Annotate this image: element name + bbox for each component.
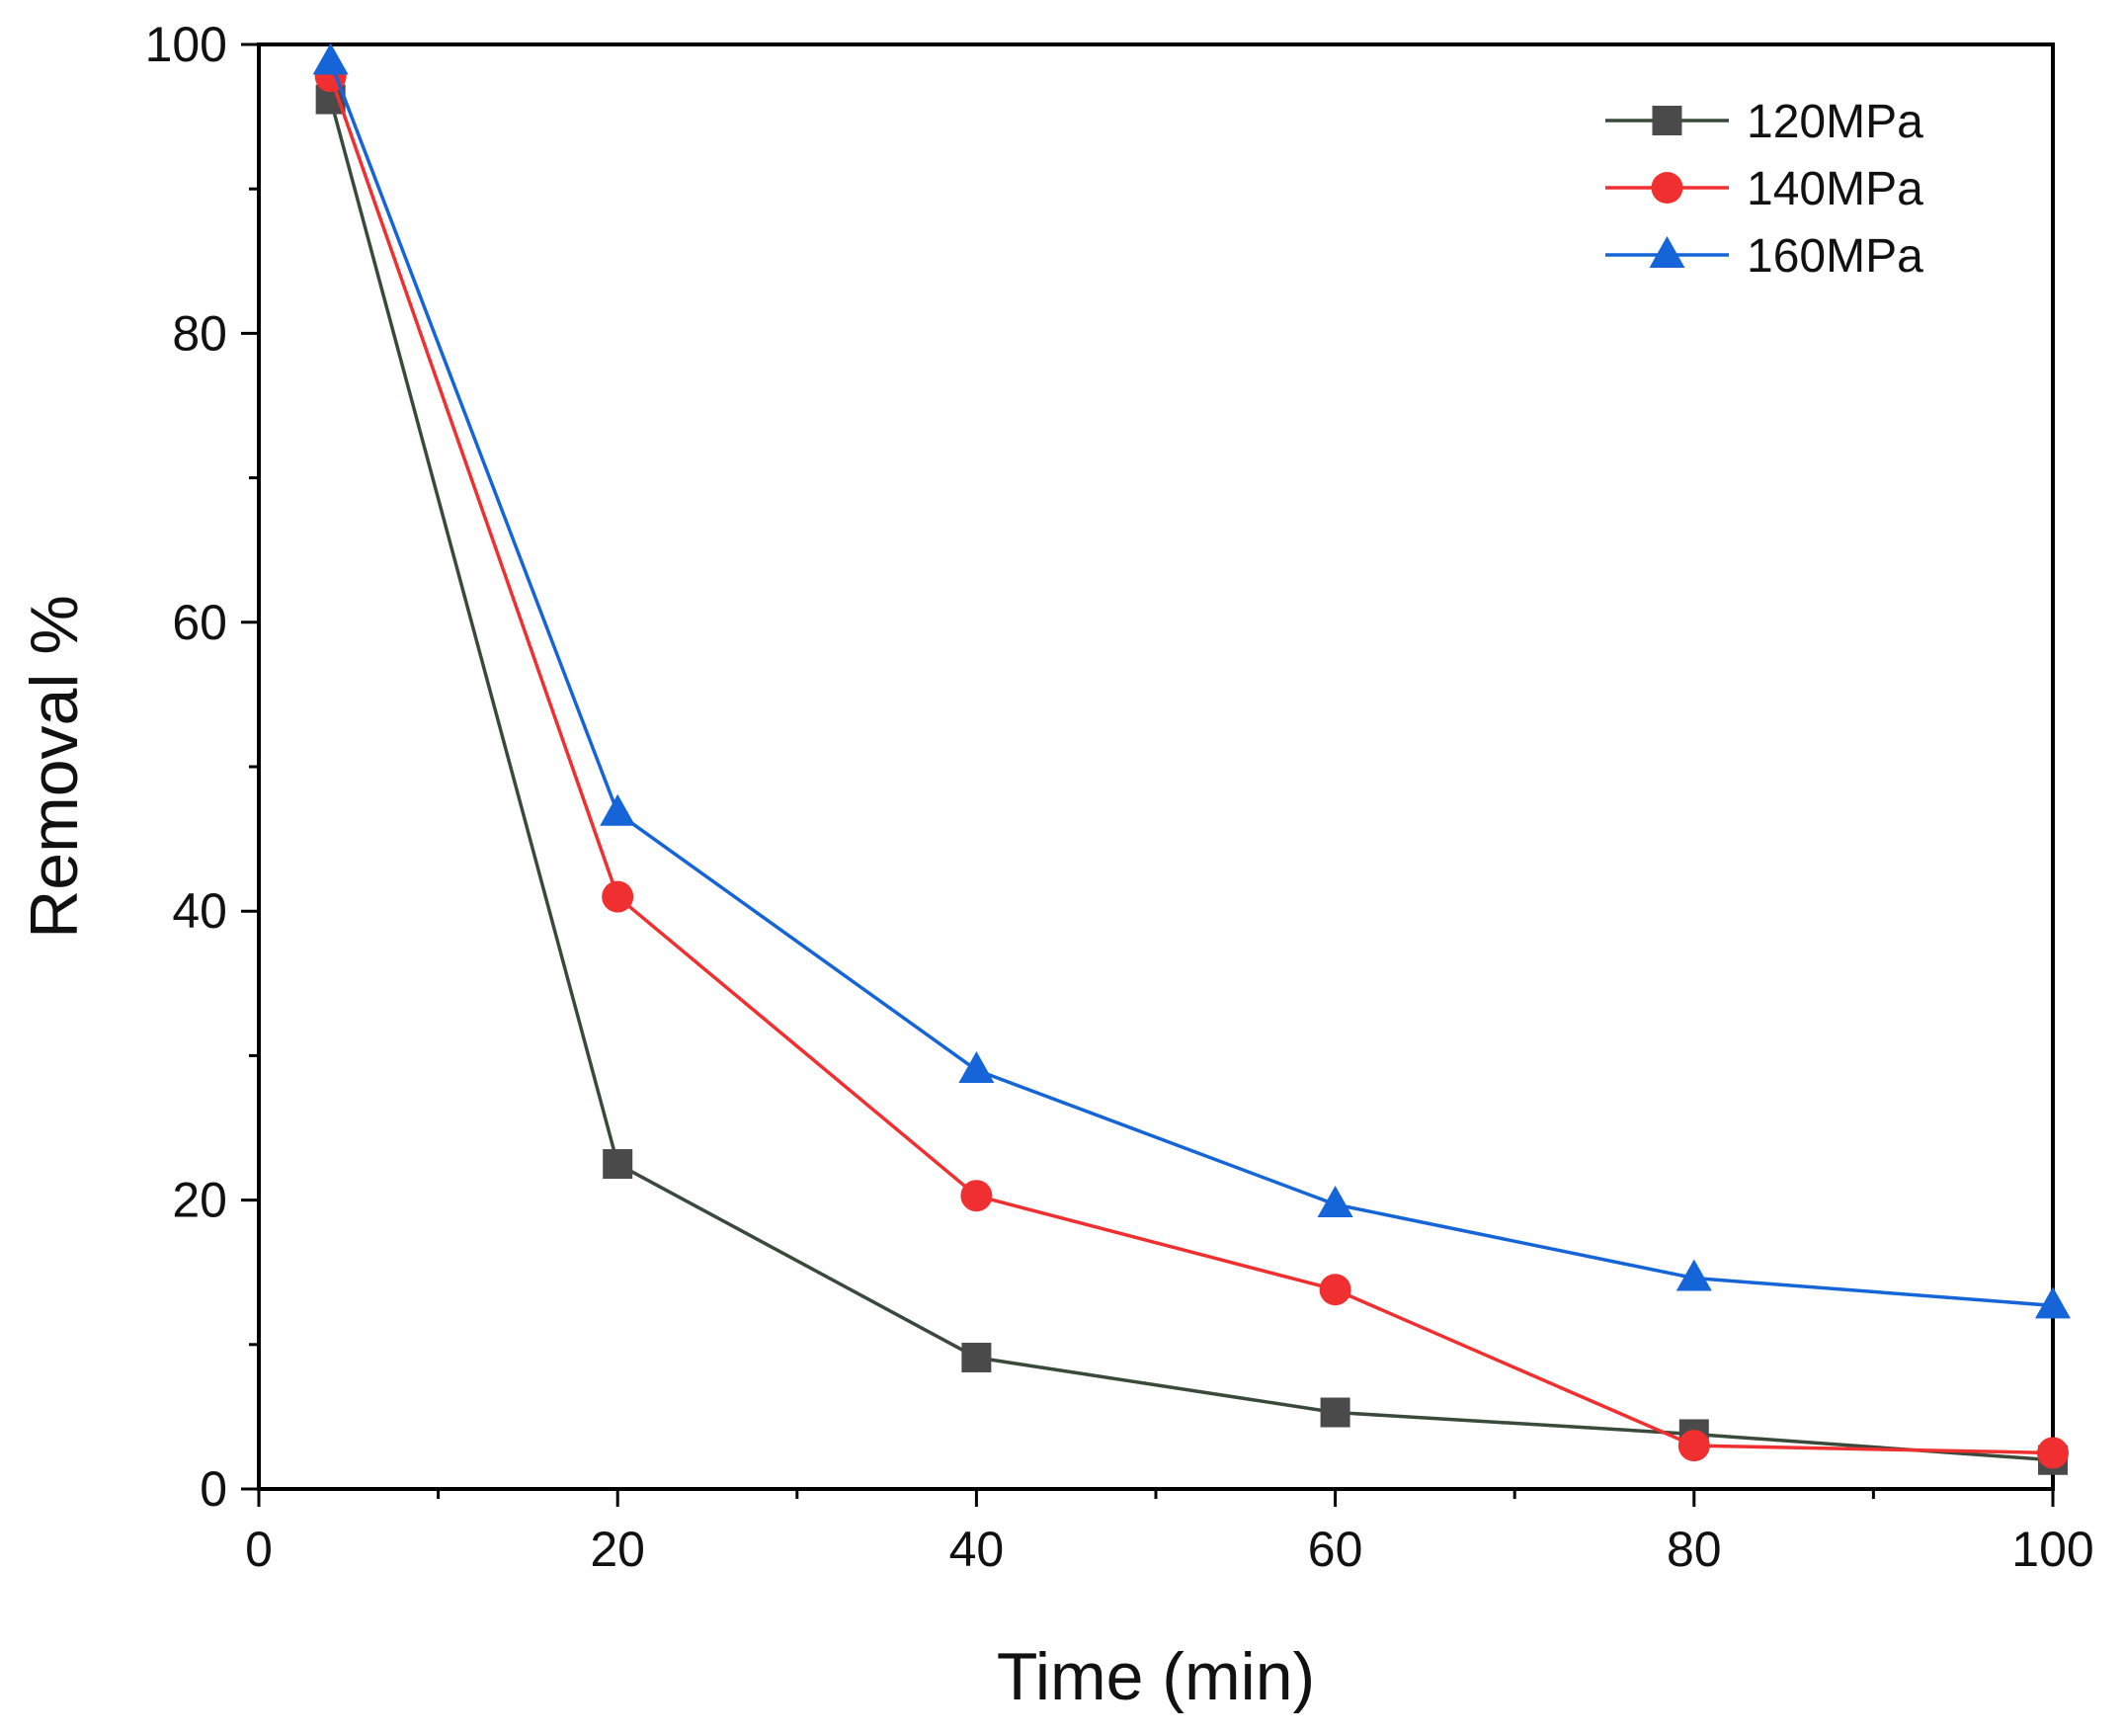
legend-item: 160MPa: [1605, 230, 1923, 283]
data-point: [602, 880, 634, 913]
series-160MPa: [312, 42, 2071, 1319]
legend-label: 160MPa: [1747, 230, 1923, 283]
y-tick-label: 60: [172, 595, 227, 650]
x-tick-label: 20: [590, 1522, 645, 1577]
legend-marker: [1652, 106, 1682, 135]
data-point: [1677, 1430, 1710, 1462]
data-point: [2035, 1286, 2071, 1319]
legend-label: 120MPa: [1747, 96, 1923, 148]
x-axis-title: Time (min): [997, 1639, 1315, 1714]
x-tick-label: 80: [1667, 1522, 1722, 1577]
legend-marker: [1649, 236, 1685, 268]
data-point: [603, 1149, 633, 1180]
data-point: [1320, 1397, 1350, 1428]
x-tick-label: 0: [245, 1522, 273, 1577]
data-point: [2037, 1437, 2069, 1469]
x-axis-ticks: 0 20 40 60 80 100: [245, 1489, 2094, 1577]
legend-marker: [1651, 172, 1683, 204]
x-tick-label: 100: [2011, 1522, 2093, 1577]
data-point: [600, 793, 636, 826]
series-line: [328, 99, 2054, 1462]
y-tick-label: 100: [145, 17, 227, 72]
y-tick-label: 40: [172, 883, 227, 939]
data-point: [958, 1051, 995, 1084]
legend-label: 140MPa: [1747, 163, 1923, 215]
data-point: [312, 42, 349, 75]
y-tick-label: 80: [172, 305, 227, 361]
legend: 120MPa 140MPa 160MPa: [1605, 96, 1923, 283]
data-point: [960, 1180, 993, 1212]
data-point: [1317, 1185, 1353, 1217]
y-axis-ticks: 0 20 40 60 80 100: [145, 17, 259, 1517]
series-120MPa: [315, 84, 2068, 1475]
y-tick-label: 0: [200, 1461, 227, 1517]
x-tick-label: 40: [949, 1522, 1005, 1577]
series-layer: [312, 42, 2071, 1475]
legend-item: 120MPa: [1605, 96, 1923, 148]
y-axis-title: Removal %: [17, 595, 92, 939]
y-tick-label: 20: [172, 1173, 227, 1228]
data-point: [1675, 1259, 1712, 1291]
legend-item: 140MPa: [1605, 163, 1923, 215]
series-line: [328, 75, 2054, 1455]
series-line: [329, 60, 2054, 1308]
data-point: [1319, 1274, 1351, 1306]
x-tick-label: 60: [1308, 1522, 1363, 1577]
data-point: [961, 1342, 992, 1372]
